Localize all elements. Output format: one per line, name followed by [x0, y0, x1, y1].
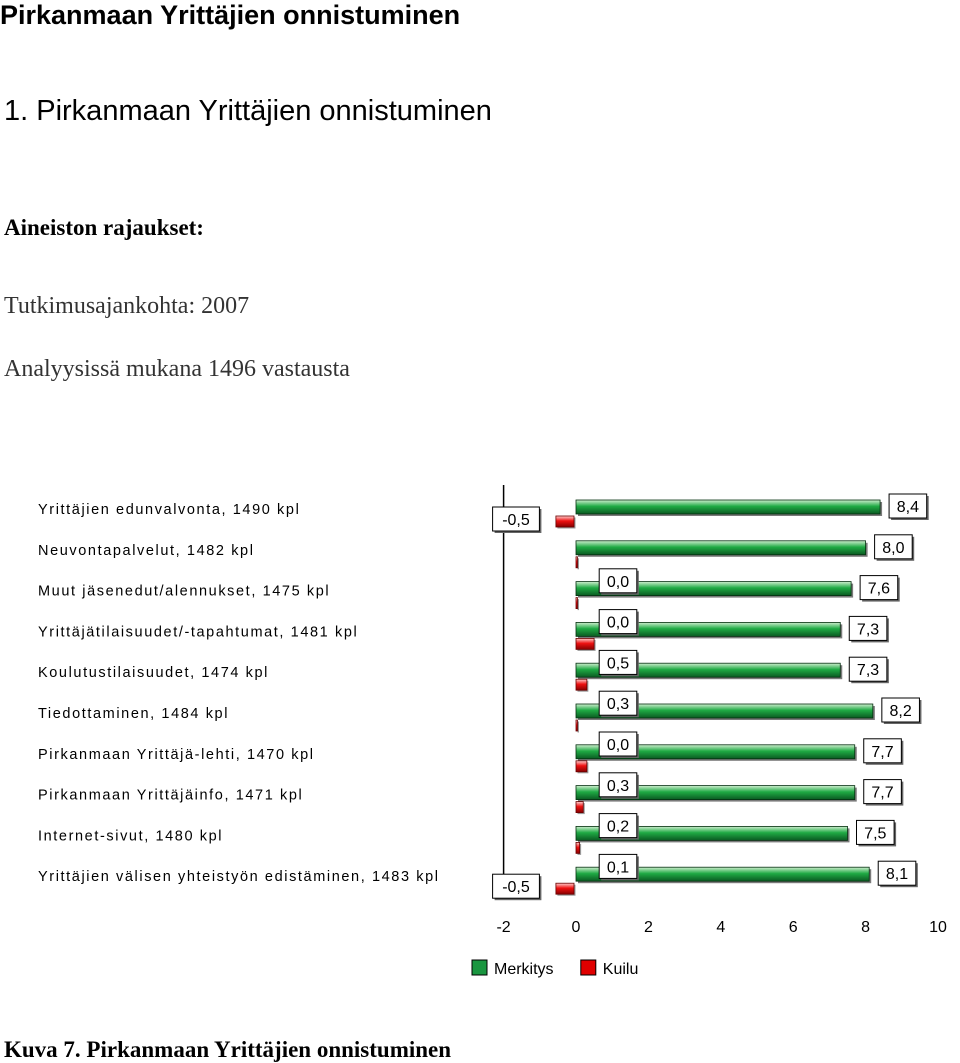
filter-response-count: Analyysissä mukana 1496 vastausta — [4, 356, 350, 382]
category-label: Internet-sivut, 1480 kpl — [38, 828, 223, 844]
kuilu-value-label: 0,0 — [607, 574, 629, 591]
merkitys-value-label-box — [863, 779, 902, 805]
merkitys-bar — [575, 825, 848, 841]
merkitys-value-label-box — [863, 738, 902, 764]
x-tick-label: -2 — [496, 919, 510, 936]
kuilu-bar — [555, 515, 575, 528]
kuilu-value-label-box — [598, 649, 638, 675]
kuilu-bar — [575, 556, 578, 569]
merkitys-value-label-box — [848, 656, 888, 682]
legend-label: Kuilu — [603, 961, 639, 978]
merkitys-bar — [575, 744, 856, 760]
kuilu-bar-shadow — [577, 599, 579, 611]
section-title: 1. Pirkanmaan Yrittäjien onnistuminen — [4, 95, 492, 127]
merkitys-bar — [575, 581, 852, 596]
merkitys-bar — [575, 703, 874, 719]
merkitys-bar — [575, 662, 841, 678]
page-title: Pirkanmaan Yrittäjien onnistuminen — [0, 0, 461, 30]
kuilu-value-label-box — [598, 772, 638, 798]
legend-swatch — [471, 959, 488, 976]
kuilu-bar-shadow — [577, 558, 579, 570]
merkitys-value-label-box — [848, 615, 888, 641]
merkitys-value-label: 7,7 — [871, 785, 893, 802]
kuilu-bar — [575, 597, 578, 609]
merkitys-value-label: 7,6 — [868, 581, 890, 598]
kuilu-bar — [575, 841, 581, 854]
merkitys-bar — [575, 540, 867, 556]
merkitys-bar — [575, 785, 856, 801]
x-tick-label: 6 — [789, 919, 798, 936]
kuilu-bar — [555, 882, 575, 895]
kuilu-value-label-box — [598, 731, 638, 757]
category-label: Muut jäsenedut/alennukset, 1475 kpl — [38, 584, 330, 600]
kuilu-value-label-box — [598, 690, 638, 716]
merkitys-value-label-box — [856, 819, 895, 845]
kuilu-bar — [575, 637, 595, 650]
kuilu-value-label: 0,3 — [607, 778, 629, 795]
category-label: Koulutustilaisuudet, 1474 kpl — [38, 665, 269, 681]
category-label: Tiedottaminen, 1484 kpl — [38, 706, 229, 722]
kuilu-value-label-box — [598, 853, 638, 879]
legend-label: Merkitys — [494, 961, 554, 978]
kuilu-value-label: 0,0 — [607, 737, 629, 754]
filters-heading: Aineiston rajaukset: — [4, 215, 204, 240]
kuilu-value-label-box — [598, 568, 638, 594]
kuilu-value-label: -0,5 — [502, 879, 530, 896]
merkitys-value-label: 8,2 — [890, 703, 912, 720]
kuilu-value-label-box — [492, 506, 540, 532]
merkitys-value-label: 7,5 — [864, 825, 886, 842]
category-label: Yrittäjien välisen yhteistyön edistämine… — [38, 869, 440, 885]
merkitys-bar — [575, 499, 881, 515]
category-label: Yrittäjien edunvalvonta, 1490 kpl — [38, 502, 300, 518]
kuilu-value-label: 0,3 — [607, 696, 629, 713]
kuilu-bar — [575, 760, 588, 773]
merkitys-bar — [575, 866, 870, 882]
legend-swatch — [580, 959, 597, 976]
merkitys-value-label: 8,4 — [897, 499, 919, 516]
kuilu-value-label: 0,2 — [607, 819, 629, 836]
merkitys-bar — [575, 621, 841, 637]
x-tick-label: 0 — [572, 919, 581, 936]
kuilu-value-label: -0,5 — [502, 512, 530, 529]
kuilu-value-label: 0,1 — [607, 859, 629, 876]
importance-gap-chart: 8,4 -0,5 8,0 0,0 7,6 0,0 7,3 0,5 7,3 0,3 8,2 0,0 7,7… — [38, 485, 947, 978]
category-label: Pirkanmaan Yrittäjä-lehti, 1470 kpl — [38, 747, 315, 763]
kuilu-value-label-box — [492, 873, 540, 899]
kuilu-bar-shadow — [577, 721, 579, 733]
merkitys-value-label-box — [859, 575, 899, 601]
kuilu-value-label: 0,5 — [607, 655, 629, 672]
merkitys-value-label: 7,3 — [857, 621, 879, 638]
x-tick-label: 8 — [861, 919, 870, 936]
filter-survey-date: Tutkimusajankohta: 2007 — [4, 293, 250, 319]
merkitys-value-label-box — [877, 860, 917, 886]
merkitys-value-label-box — [888, 493, 928, 519]
x-tick-label: 2 — [644, 919, 653, 936]
kuilu-bar — [575, 678, 588, 691]
kuilu-value-label: 0,0 — [607, 615, 629, 632]
kuilu-bar — [575, 801, 584, 814]
merkitys-value-label: 8,0 — [882, 540, 904, 557]
merkitys-value-label: 8,1 — [886, 866, 908, 883]
figure-caption: Kuva 7. Pirkanmaan Yrittäjien onnistumin… — [4, 1037, 452, 1062]
category-label: Neuvontapalvelut, 1482 kpl — [38, 543, 255, 559]
category-label: Pirkanmaan Yrittäjäinfo, 1471 kpl — [38, 788, 303, 804]
merkitys-value-label-box — [874, 534, 913, 560]
merkitys-value-label: 7,3 — [857, 662, 879, 679]
merkitys-value-label-box — [881, 697, 920, 723]
x-tick-label: 10 — [929, 919, 947, 936]
category-label: Yrittäjätilaisuudet/-tapahtumat, 1481 kp… — [38, 624, 358, 640]
kuilu-bar — [575, 719, 578, 732]
kuilu-value-label-box — [598, 609, 638, 635]
kuilu-value-label-box — [598, 813, 638, 839]
merkitys-value-label: 7,7 — [871, 744, 893, 761]
x-tick-label: 4 — [716, 919, 725, 936]
